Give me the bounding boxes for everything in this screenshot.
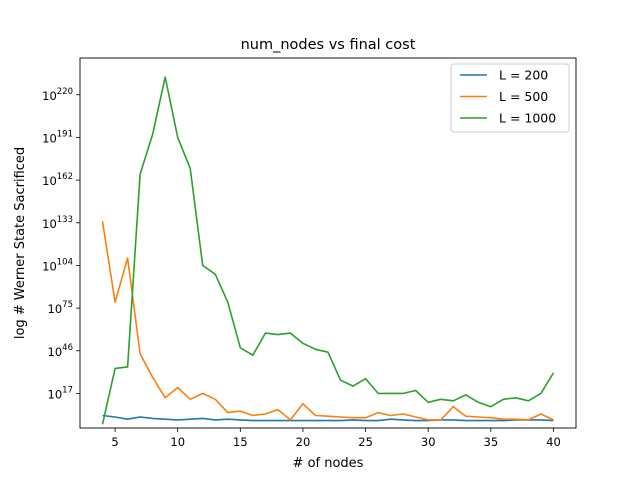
y-tick-label: 10133 — [42, 215, 73, 231]
x-axis-label: # of nodes — [293, 456, 364, 471]
legend-label: L = 500 — [499, 89, 548, 104]
series-line-1 — [102, 414, 554, 422]
plot-frame — [79, 57, 577, 429]
x-tick-label: 20 — [296, 435, 311, 449]
y-tick-label: 10220 — [42, 87, 73, 103]
legend-frame — [450, 63, 570, 133]
x-axis: 5 10 15 20 25 30 35 40 — [111, 428, 561, 449]
legend: L = 200 L = 500 L = 1000 — [450, 63, 570, 133]
y-tick-label: 1017 — [48, 385, 73, 401]
chart-title: num_nodes vs final cost — [241, 37, 416, 53]
y-tick-label: 1046 — [48, 343, 73, 359]
legend-label: L = 200 — [499, 68, 548, 83]
series-line-2 — [101, 221, 554, 421]
x-tick-label: 35 — [484, 435, 499, 449]
series-line-3 — [101, 76, 555, 425]
x-tick-label: 40 — [546, 435, 561, 449]
x-tick-label: 15 — [233, 435, 248, 449]
x-tick-label: 10 — [170, 435, 185, 449]
y-tick-label: 10104 — [42, 257, 73, 273]
y-tick-label: 10162 — [42, 172, 73, 188]
y-axis-label: log # Werner State Sacrificed — [13, 147, 28, 339]
y-axis: 1017 1046 1075 10104 10133 10162 10191 10220 — [42, 87, 80, 401]
series-layer — [101, 76, 555, 425]
y-tick-label: 10191 — [42, 129, 73, 145]
legend-label: L = 1000 — [499, 111, 556, 126]
x-tick-label: 30 — [421, 435, 436, 449]
x-tick-label: 25 — [358, 435, 373, 449]
x-tick-label: 5 — [111, 435, 118, 449]
y-tick-label: 1075 — [48, 300, 73, 316]
